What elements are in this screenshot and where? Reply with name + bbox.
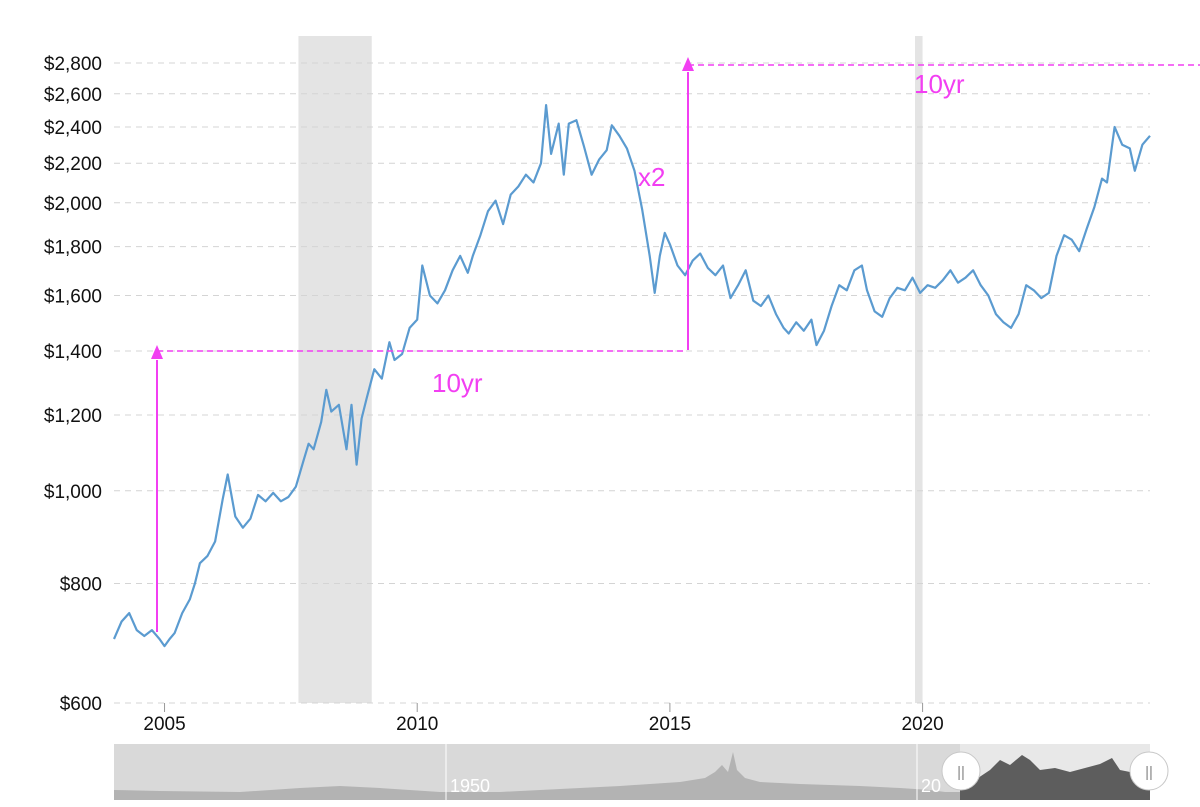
y-tick-label: $1,600	[44, 287, 102, 308]
navigator-selected-series	[960, 755, 1150, 800]
annotation-label: x2	[638, 162, 665, 192]
y-tick-label: $800	[60, 574, 102, 595]
navigator-handle-right[interactable]: ||	[1129, 751, 1169, 791]
y-tick-label: $2,200	[44, 154, 102, 175]
navigator-handle-left-grip: ||	[957, 764, 965, 781]
y-tick-label: $1,200	[44, 406, 102, 427]
y-tick-label: $2,600	[44, 85, 102, 106]
y-tick-label: $600	[60, 694, 102, 715]
y-tick-label: $1,000	[44, 482, 102, 503]
x-tick-label: 2010	[396, 714, 438, 735]
y-tick-label: $2,400	[44, 118, 102, 139]
recession-band	[298, 36, 372, 703]
annotations: 10yr x2 10yr	[151, 57, 1200, 632]
x-tick-label: 2005	[143, 714, 185, 735]
series-line	[112, 104, 1151, 648]
annotation-arrowhead	[151, 345, 163, 359]
navigator-mini-series	[114, 752, 960, 800]
annotation-arrowhead	[682, 57, 694, 71]
grid-lines	[114, 62, 1150, 704]
navigator-handle-left[interactable]: ||	[941, 751, 981, 791]
recession-bands	[298, 36, 923, 703]
x-tick-label: 2020	[901, 714, 943, 735]
navigator-handle-right-grip: ||	[1145, 764, 1153, 781]
recession-band	[915, 36, 923, 703]
navigator-label-20: 20	[921, 776, 941, 796]
y-axis-labels: $600 $800 $1,000 $1,200 $1,400 $1,600 $1,800 $2…	[44, 54, 102, 715]
x-axis-labels: 2005 2010 2015 2020	[143, 703, 944, 735]
annotation-label: 10yr	[432, 368, 483, 398]
y-tick-label: $1,400	[44, 342, 102, 363]
navigator[interactable]: 1950 20 || ||	[114, 744, 1169, 800]
y-tick-label: $2,800	[44, 54, 102, 75]
x-tick-label: 2015	[649, 714, 691, 735]
y-tick-label: $1,800	[44, 238, 102, 259]
navigator-label-1950: 1950	[450, 776, 490, 796]
annotation-label: 10yr	[914, 69, 965, 99]
y-tick-label: $2,000	[44, 194, 102, 215]
series-layer	[112, 104, 1151, 648]
